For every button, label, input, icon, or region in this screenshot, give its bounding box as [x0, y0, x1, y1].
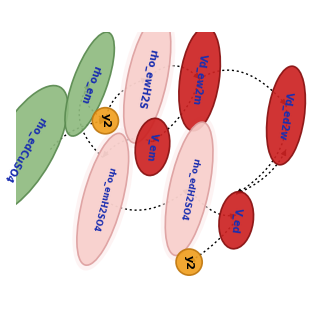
Ellipse shape	[165, 122, 213, 255]
Ellipse shape	[176, 249, 202, 275]
Text: y2: y2	[100, 113, 110, 128]
Text: rho_emH2SO4: rho_emH2SO4	[90, 166, 116, 232]
Text: V_em: V_em	[145, 132, 160, 162]
Text: rho_edCuSO4: rho_edCuSO4	[1, 115, 47, 184]
Ellipse shape	[179, 27, 220, 131]
Ellipse shape	[72, 128, 133, 270]
Text: rho_edH2SO4: rho_edH2SO4	[178, 157, 200, 221]
Ellipse shape	[119, 10, 175, 148]
Ellipse shape	[219, 192, 253, 249]
Ellipse shape	[0, 85, 68, 213]
Ellipse shape	[92, 108, 118, 134]
Ellipse shape	[161, 117, 218, 261]
Ellipse shape	[124, 15, 171, 143]
Ellipse shape	[77, 133, 129, 265]
Ellipse shape	[135, 118, 170, 176]
Ellipse shape	[267, 66, 305, 165]
Text: y2: y2	[184, 255, 194, 269]
Text: rho_ewH2S: rho_ewH2S	[136, 48, 159, 110]
Ellipse shape	[65, 32, 114, 136]
Text: Vd_ed2w: Vd_ed2w	[277, 91, 294, 140]
Text: V_ed: V_ed	[229, 207, 243, 234]
Text: rho_em: rho_em	[78, 64, 101, 105]
Text: Vd_ew2m: Vd_ew2m	[191, 52, 208, 105]
